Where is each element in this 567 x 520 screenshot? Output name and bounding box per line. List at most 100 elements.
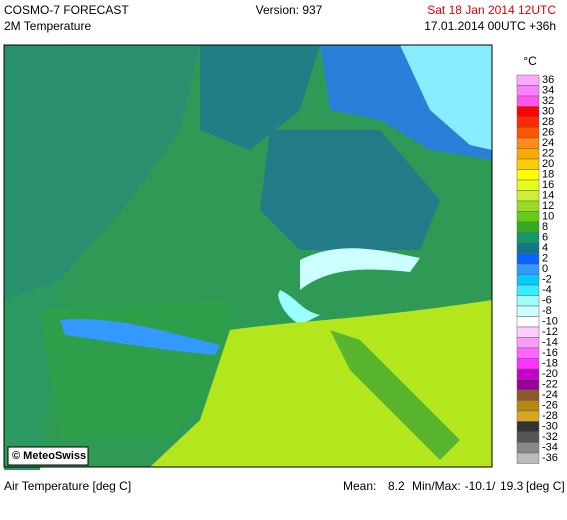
alps-west: [278, 290, 320, 325]
legend-swatch: [516, 379, 540, 391]
legend-label: -32: [542, 431, 558, 443]
legend-label: -28: [542, 410, 558, 422]
legend-label: 6: [542, 232, 548, 244]
legend-swatch: [516, 316, 540, 328]
legend-label: -22: [542, 379, 558, 391]
map-frame: [3, 44, 493, 468]
mean-label: Mean:: [343, 479, 376, 493]
central-europe: [260, 130, 440, 250]
legend-swatch: [516, 169, 540, 181]
legend-swatch: [516, 263, 540, 275]
legend-swatch: [516, 284, 540, 296]
legend-swatch: [516, 137, 540, 149]
legend-swatch: [516, 452, 540, 464]
legend-label: -8: [542, 305, 552, 317]
legend-label: 22: [542, 148, 554, 160]
legend-label: -10: [542, 316, 558, 328]
legend-swatch: [516, 347, 540, 359]
legend-swatch: [516, 211, 540, 223]
legend-swatch: [516, 95, 540, 107]
legend-label: -24: [542, 389, 558, 401]
legend-swatch: [516, 326, 540, 338]
subtitle: 2M Temperature: [4, 19, 91, 33]
min: -10.1: [465, 479, 493, 493]
legend-swatch: [516, 389, 540, 401]
legend-label: 12: [542, 200, 554, 212]
legend-label: 10: [542, 211, 554, 223]
legend: 363432302826242220181614121086420-2-4-6-…: [516, 74, 558, 464]
legend-swatch: [516, 295, 540, 307]
legend-label: -4: [542, 284, 552, 296]
legend-label: -18: [542, 358, 558, 370]
legend-swatch: [516, 358, 540, 370]
north-sea: [200, 45, 320, 150]
legend-label: 36: [542, 74, 554, 86]
alps: [300, 248, 420, 290]
meseta: [60, 319, 220, 355]
legend-label: -2: [542, 274, 552, 286]
minmax-label: Min/Max:: [412, 479, 461, 493]
legend-label: -16: [542, 347, 558, 359]
legend-swatch: [516, 127, 540, 139]
legend-swatch: [516, 158, 540, 170]
legend-label: 0: [542, 263, 548, 275]
max: 19.3: [500, 479, 524, 493]
legend-label: -30: [542, 421, 558, 433]
legend-label: 8: [542, 221, 548, 233]
legend-label: -34: [542, 442, 558, 454]
legend-label: 4: [542, 242, 548, 254]
legend-label: 16: [542, 179, 554, 191]
legend-swatch: [516, 200, 540, 212]
legend-label: 28: [542, 116, 554, 128]
legend-swatch: [516, 421, 540, 433]
baltic-cold: [400, 45, 492, 150]
legend-swatch: [516, 221, 540, 233]
valid-time: Sat 18 Jan 2014 12UTC: [427, 3, 556, 17]
legend-label: 30: [542, 106, 554, 118]
unit: [deg C]: [526, 479, 565, 493]
legend-label: 18: [542, 169, 554, 181]
legend-swatch: [516, 106, 540, 118]
map: © MeteoSwiss: [3, 44, 493, 470]
mean: 8.2: [388, 479, 405, 493]
legend-label: -26: [542, 400, 558, 412]
legend-swatch: [516, 305, 540, 317]
legend-swatch: [516, 85, 540, 97]
title: COSMO-7 FORECAST: [4, 3, 129, 17]
legend-swatch: [516, 274, 540, 286]
legend-label: 34: [542, 85, 554, 97]
legend-label: 20: [542, 158, 554, 170]
credit: © MeteoSwiss: [12, 450, 86, 462]
legend-swatch: [516, 190, 540, 202]
legend-label: 26: [542, 127, 554, 139]
legend-label: -36: [542, 452, 558, 464]
legend-swatch: [516, 337, 540, 349]
legend-swatch: [516, 179, 540, 191]
credit-box: [7, 446, 89, 466]
legend-label: -6: [542, 295, 552, 307]
footer-label: Air Temperature [deg C]: [4, 479, 131, 493]
legend-label: -12: [542, 326, 558, 338]
legend-swatch: [516, 148, 540, 160]
run-time: 17.01.2014 00UTC +36h: [424, 19, 556, 33]
legend-swatch: [516, 442, 540, 454]
legend-swatch: [516, 116, 540, 128]
legend-label: 24: [542, 137, 554, 149]
atlantic: [4, 45, 200, 300]
version: Version: 937: [256, 3, 323, 17]
legend-label: 2: [542, 253, 548, 265]
legend-label: -20: [542, 368, 558, 380]
legend-label: 32: [542, 95, 554, 107]
separator: /: [492, 479, 496, 493]
legend-swatch: [516, 232, 540, 244]
italy: [330, 330, 460, 460]
legend-swatch: [516, 410, 540, 422]
legend-swatch: [516, 253, 540, 265]
legend-swatch: [516, 400, 540, 412]
legend-swatch: [516, 242, 540, 254]
legend-swatch: [516, 368, 540, 380]
legend-unit: °C: [523, 54, 537, 68]
legend-label: 14: [542, 190, 554, 202]
